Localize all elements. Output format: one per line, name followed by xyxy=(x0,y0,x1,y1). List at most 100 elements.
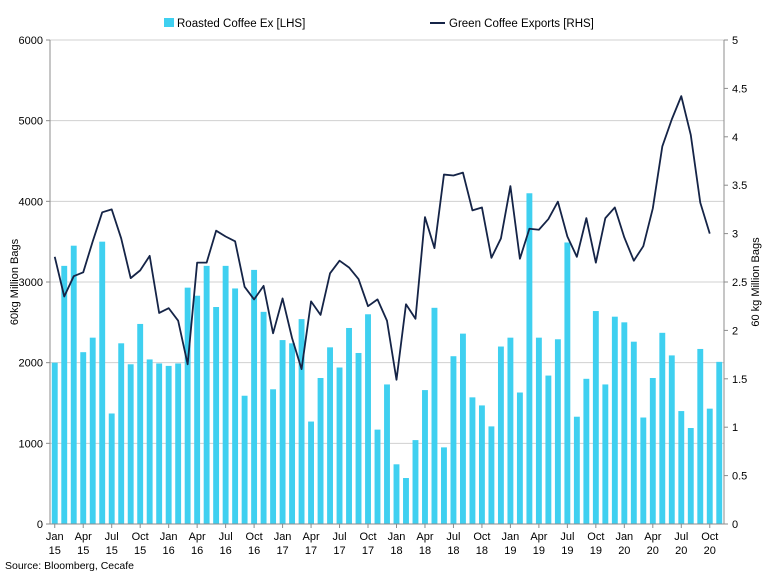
x-tick-month: Jan xyxy=(615,531,633,543)
bar xyxy=(270,389,277,524)
x-tick-year: 17 xyxy=(305,545,317,557)
x-tick-month: Jul xyxy=(446,531,460,543)
bar xyxy=(374,429,381,524)
x-tick-month: Jul xyxy=(219,531,233,543)
x-tick-month: Jul xyxy=(333,531,347,543)
bar xyxy=(298,319,305,524)
right-tick-label: 3 xyxy=(732,229,738,241)
bar xyxy=(545,375,552,524)
right-tick-label: 0 xyxy=(732,519,738,531)
bar xyxy=(507,337,514,524)
x-tick-year: 20 xyxy=(704,545,716,557)
bar xyxy=(355,352,362,524)
x-tick-year: 17 xyxy=(333,545,345,557)
bar xyxy=(678,411,685,524)
bar xyxy=(384,384,390,524)
right-tick-label: 0.5 xyxy=(732,471,747,483)
x-tick-year: 16 xyxy=(219,545,231,557)
left-tick-label: 5000 xyxy=(19,116,43,128)
x-tick-month: Apr xyxy=(302,531,319,543)
bar xyxy=(450,356,457,524)
x-tick-month: Oct xyxy=(132,531,149,543)
bar xyxy=(668,355,675,524)
bar xyxy=(279,340,286,524)
bar xyxy=(706,408,713,524)
x-tick-year: 17 xyxy=(276,545,288,557)
x-tick-month: Jan xyxy=(274,531,292,543)
bar xyxy=(346,327,352,524)
bar xyxy=(213,307,220,524)
bar xyxy=(469,397,476,524)
x-tick-year: 19 xyxy=(590,545,602,557)
bar xyxy=(99,241,106,524)
bar xyxy=(488,426,495,524)
legend-label-roasted: Roasted Coffee Ex [LHS] xyxy=(177,18,305,30)
x-tick-year: 20 xyxy=(647,545,659,557)
bar xyxy=(592,311,599,524)
bar xyxy=(165,365,172,524)
left-tick-label: 4000 xyxy=(19,196,43,208)
bar xyxy=(89,337,96,524)
right-axis-ticks: 0 0.5 1 1.5 2 2.5 3 3.5 4 4.5 5 xyxy=(724,35,747,531)
right-tick-label: 1 xyxy=(732,422,738,434)
right-tick-label: 1.5 xyxy=(732,374,747,386)
bar xyxy=(70,245,77,524)
bar xyxy=(184,287,191,524)
right-tick-label: 3.5 xyxy=(732,180,747,192)
bar xyxy=(127,364,134,524)
x-tick-year: 17 xyxy=(362,545,374,557)
bar xyxy=(194,295,201,524)
green-coffee-line xyxy=(53,95,711,381)
x-tick-month: Jul xyxy=(674,531,688,543)
x-tick-month: Oct xyxy=(246,531,263,543)
x-tick-month: Oct xyxy=(473,531,490,543)
x-tick-year: 19 xyxy=(504,545,516,557)
bar xyxy=(649,377,656,524)
bar xyxy=(108,413,115,524)
x-tick-month: Apr xyxy=(189,531,206,543)
x-tick-year: 15 xyxy=(134,545,146,557)
left-tick-label: 1000 xyxy=(19,438,43,450)
x-tick-year: 16 xyxy=(191,545,203,557)
bar xyxy=(393,464,400,524)
bar xyxy=(232,288,239,524)
left-tick-label: 3000 xyxy=(19,277,43,289)
x-tick-month: Apr xyxy=(416,531,433,543)
bar xyxy=(51,362,58,524)
x-tick-year: 15 xyxy=(106,545,118,557)
x-tick-month: Apr xyxy=(75,531,92,543)
bar xyxy=(602,384,609,524)
bar xyxy=(441,447,447,524)
bar xyxy=(422,390,428,524)
bar xyxy=(659,332,666,524)
x-axis-ticks: Jan 15 Apr 15 Jul 15 Oct 15 Jan 16 Apr 16 Jul 16 Oct 16… xyxy=(46,524,718,557)
bar xyxy=(308,421,314,524)
bar xyxy=(336,367,343,524)
x-tick-month: Jan xyxy=(388,531,406,543)
bar xyxy=(554,339,561,524)
left-axis-title: 60kg Million Bags xyxy=(9,238,21,325)
bar xyxy=(260,311,267,524)
right-tick-label: 4 xyxy=(732,132,738,144)
bar xyxy=(478,405,485,524)
bar xyxy=(640,417,647,524)
x-tick-year: 19 xyxy=(533,545,545,557)
bar xyxy=(535,337,542,524)
bar xyxy=(61,265,68,524)
bar xyxy=(175,363,182,524)
bar xyxy=(516,392,523,524)
x-tick-year: 20 xyxy=(675,545,687,557)
left-axis-ticks: 0 1000 2000 3000 4000 5000 6000 xyxy=(19,35,50,531)
legend: Roasted Coffee Ex [LHS] Green Coffee Exp… xyxy=(164,18,594,30)
bar xyxy=(403,478,409,524)
bar xyxy=(251,269,258,524)
right-tick-label: 5 xyxy=(732,35,738,47)
right-tick-label: 2.5 xyxy=(732,277,747,289)
bar xyxy=(630,341,637,524)
x-tick-month: Jan xyxy=(502,531,520,543)
x-tick-year: 18 xyxy=(476,545,488,557)
bar xyxy=(365,314,371,524)
x-tick-month: Apr xyxy=(530,531,547,543)
bar xyxy=(564,242,571,524)
bar xyxy=(583,378,590,524)
